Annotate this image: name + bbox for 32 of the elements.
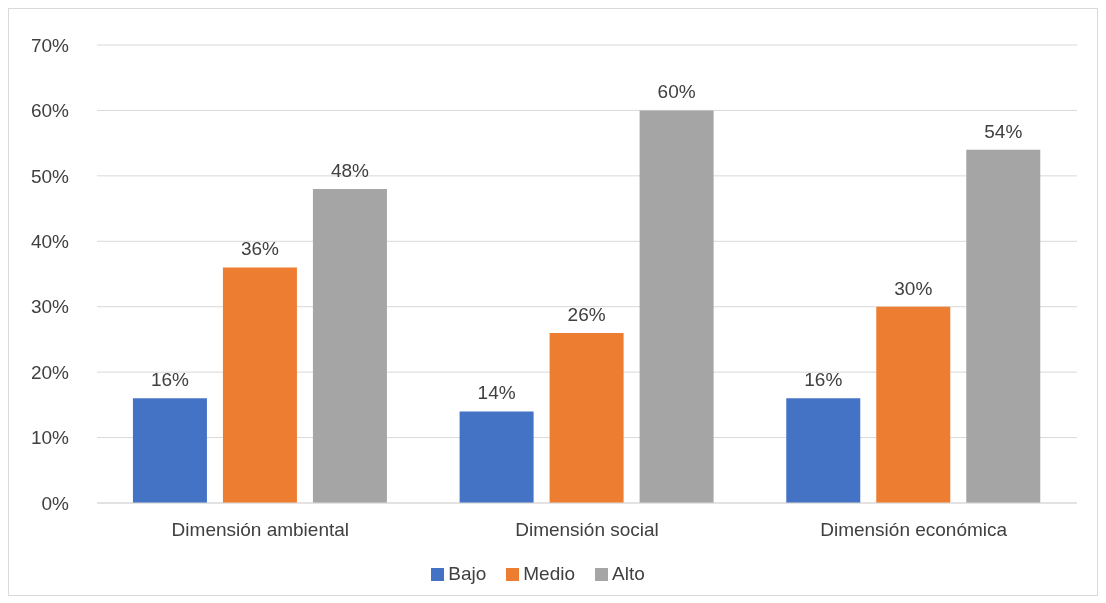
y-tick-label: 0%	[41, 492, 70, 514]
bar	[786, 398, 861, 503]
y-tick-label: 70%	[30, 34, 70, 56]
bar	[312, 188, 387, 503]
y-tick-label: 30%	[30, 296, 70, 318]
bar	[132, 398, 207, 503]
bar	[876, 306, 951, 503]
y-tick-label: 20%	[30, 361, 70, 383]
legend-label: Medio	[523, 563, 576, 584]
x-tick-label: Dimensión económica	[820, 519, 1008, 541]
y-tick-label: 50%	[30, 165, 70, 187]
legend-label: Alto	[612, 563, 645, 584]
data-label: 30%	[894, 277, 933, 299]
y-tick-label: 10%	[30, 427, 70, 449]
x-tick-label: Dimensión social	[515, 519, 659, 541]
bar	[222, 267, 297, 503]
data-label: 36%	[240, 238, 280, 260]
bar	[639, 110, 714, 503]
bar	[459, 411, 534, 503]
y-tick-label: 40%	[30, 231, 70, 253]
bar	[549, 332, 624, 503]
data-label: 60%	[657, 81, 696, 103]
data-label: 14%	[477, 382, 516, 404]
data-label: 54%	[984, 120, 1023, 142]
data-label: 48%	[330, 159, 370, 181]
bar	[966, 149, 1041, 503]
legend-label: Bajo	[448, 563, 487, 584]
data-label: 16%	[804, 369, 843, 391]
data-label: 16%	[150, 369, 190, 391]
data-label: 26%	[567, 303, 606, 325]
y-tick-label: 60%	[30, 100, 70, 122]
x-tick-label: Dimensión ambiental	[171, 519, 350, 541]
